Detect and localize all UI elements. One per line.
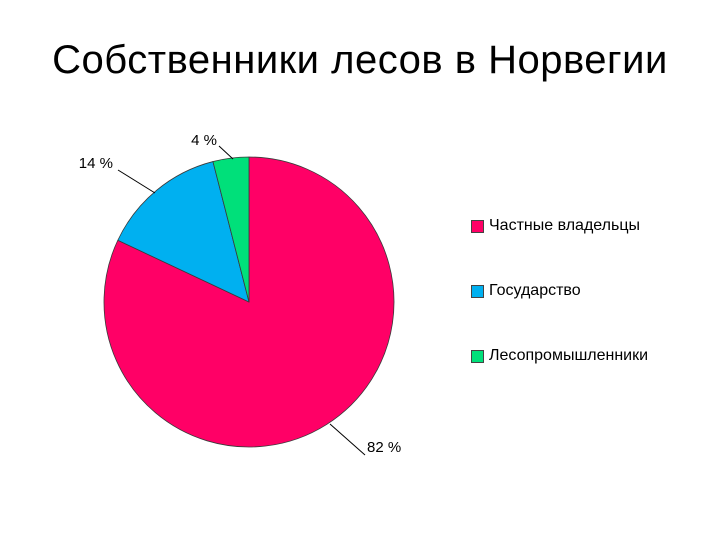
- pie-slice-state: [117, 161, 250, 303]
- data-label-timber-industry: 4 %: [191, 132, 217, 149]
- legend-swatch-state: [471, 284, 484, 298]
- data-label-private-owners: 82 %: [367, 439, 401, 456]
- legend-item-private-owners: Частные владельцы: [471, 215, 648, 237]
- data-label-state: 14 %: [79, 155, 113, 172]
- legend: Частные владельцы Государство Лесопромыш…: [471, 215, 648, 410]
- legend-label-private-owners: Частные владельцы: [489, 217, 640, 234]
- legend-item-timber-industry: Лесопромышленники: [471, 345, 648, 367]
- leader-line-timber-industry: [218, 145, 234, 160]
- leader-line-private-owners: [329, 423, 366, 456]
- pie-slices: [103, 156, 395, 448]
- legend-label-timber-industry: Лесопромышленники: [489, 347, 649, 364]
- legend-swatch-timber-industry: [471, 349, 484, 363]
- chart-title: Собственники лесов в Норвегии: [52, 38, 668, 82]
- pie-slice-timber-industry: [212, 156, 250, 303]
- legend-item-state: Государство: [471, 280, 648, 302]
- legend-swatch-private-owners: [471, 219, 484, 233]
- leader-line-state: [117, 169, 156, 194]
- legend-label-state: Государство: [489, 282, 581, 299]
- pie-data-labels: 82 % 14 % 4 %: [79, 132, 401, 456]
